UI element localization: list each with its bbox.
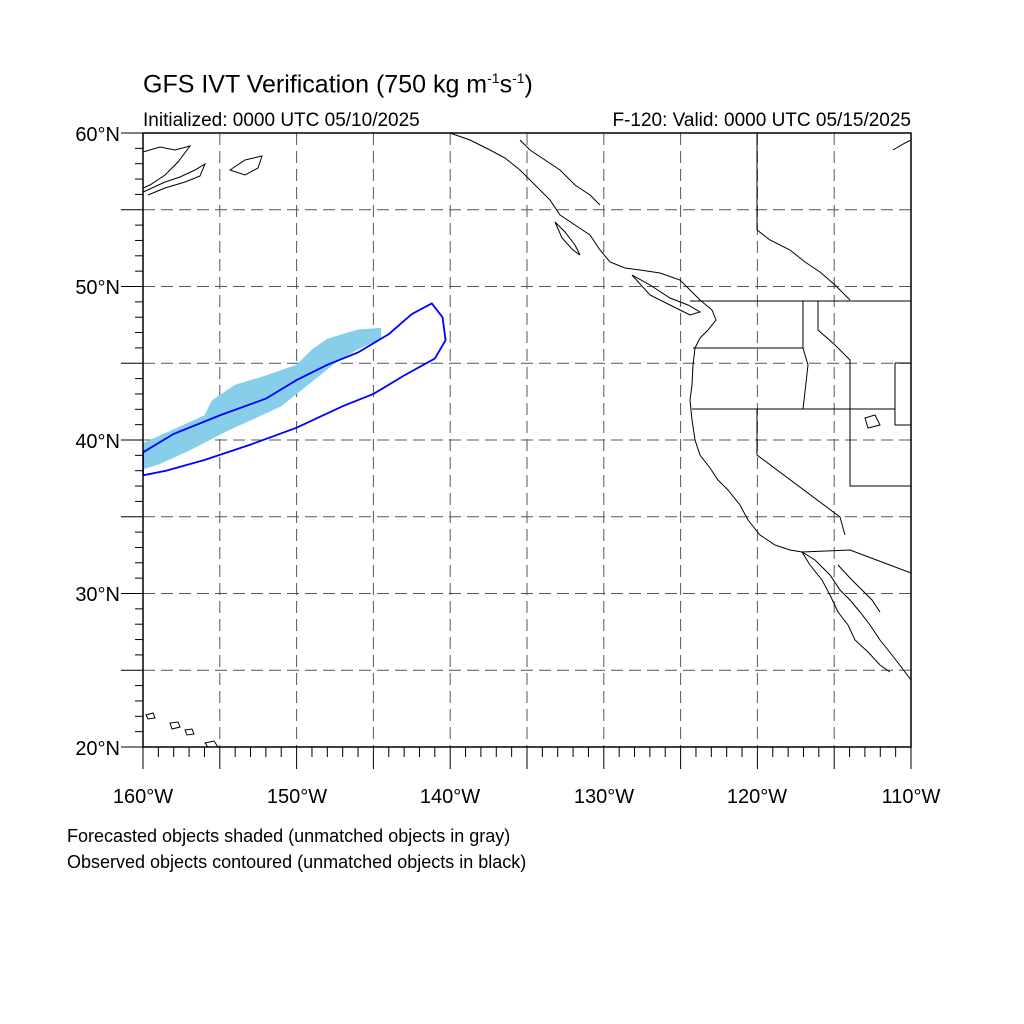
page-title: GFS IVT Verification (750 kg m-1s-1): [143, 70, 533, 99]
forecast-note: Forecasted objects shaded (unmatched obj…: [67, 826, 511, 846]
observed-ivt-contour: [143, 302, 447, 477]
lat-label-40: 40°N: [75, 431, 120, 453]
lat-label-60: 60°N: [75, 124, 120, 146]
lon-label-160w: 160°W: [112, 786, 174, 808]
coastlines: [143, 133, 911, 747]
forecast-ivt-object: [143, 327, 382, 470]
lon-label-150w: 150°W: [266, 786, 328, 808]
political-boundaries: [690, 133, 911, 574]
graticule-grid: [143, 133, 911, 747]
lat-label-50: 50°N: [75, 277, 120, 299]
lon-label-130w: 130°W: [573, 786, 635, 808]
initialized-label: Initialized: 0000 UTC 05/10/2025: [143, 110, 420, 131]
lon-label-110w: 110°W: [881, 786, 941, 808]
lon-label-120w: 120°W: [726, 786, 788, 808]
observed-note: Observed objects contoured (unmatched ob…: [67, 852, 527, 872]
valid-time-label: F-120: Valid: 0000 UTC 05/15/2025: [612, 110, 911, 131]
axis-ticks: [121, 132, 912, 769]
lat-label-20: 20°N: [75, 738, 120, 760]
lon-label-140w: 140°W: [419, 786, 481, 808]
lat-label-30: 30°N: [75, 584, 120, 606]
